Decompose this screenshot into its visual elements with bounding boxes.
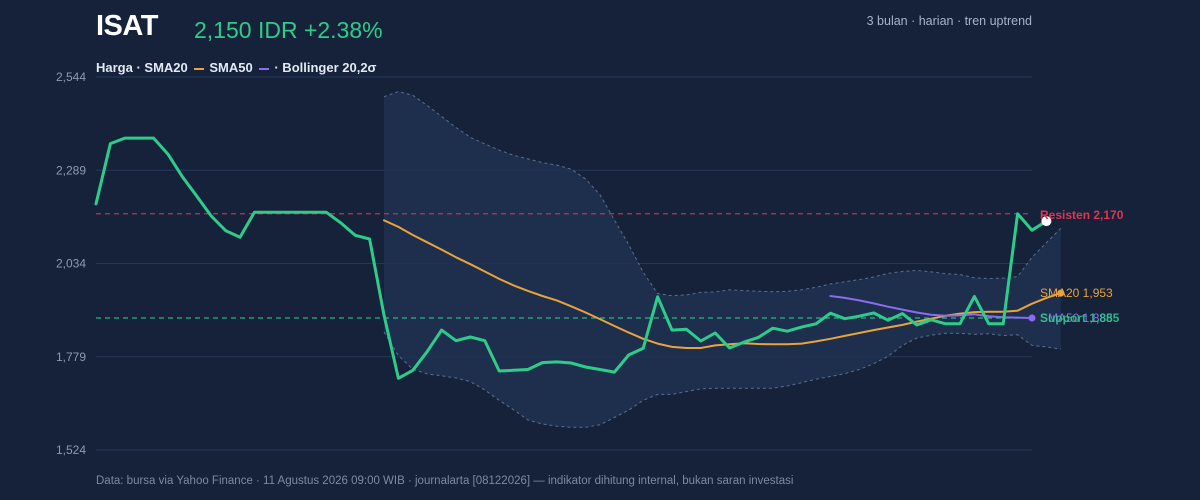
y-tick-label: 2,289 bbox=[56, 163, 86, 177]
legend-sma50: SMA50 bbox=[209, 60, 253, 75]
support-label: Support 1,885 bbox=[1040, 311, 1120, 325]
y-tick-label: 2,034 bbox=[56, 257, 86, 271]
price-end-marker bbox=[1041, 216, 1052, 227]
series-harga-line bbox=[94, 136, 1048, 380]
legend-bollinger: · Bollinger 20,2σ bbox=[274, 60, 377, 75]
sma20-end-marker bbox=[1057, 289, 1065, 297]
resistance-label: Resisten 2,170 bbox=[1040, 208, 1124, 222]
price-change: 2,150 IDR +2.38% bbox=[194, 17, 383, 43]
chart-meta: 3 bulan · harian · tren uptrend bbox=[866, 14, 1032, 28]
bollinger-band-area bbox=[384, 91, 1061, 428]
y-tick-label: 2,544 bbox=[56, 70, 86, 84]
chart-legend: Harga · SMA20 SMA50 · Bollinger 20,2σ bbox=[96, 60, 376, 75]
sma50-end-label: SMA50 1,885 bbox=[1040, 311, 1113, 325]
sma50-end-marker bbox=[1028, 314, 1036, 322]
sma20-end-label: SMA20 1,953 bbox=[1040, 286, 1113, 300]
bollinger-lower-line bbox=[383, 331, 1061, 428]
bollinger-upper-line bbox=[383, 91, 1062, 297]
legend-bollinger-swatch bbox=[259, 67, 270, 70]
lines-layer bbox=[94, 136, 1062, 380]
bollinger-layer bbox=[383, 91, 1062, 428]
series-sma50-line bbox=[829, 295, 1033, 319]
y-tick-label: 1,524 bbox=[56, 443, 86, 457]
y-tick-label: 1,779 bbox=[56, 350, 86, 364]
legend-price-sma20: Harga · SMA20 bbox=[96, 60, 188, 75]
labels-layer: Resisten 2,170 SMA20 1,953 SMA50 1,885Supp… bbox=[1028, 208, 1124, 325]
data-source-footer: Data: bursa via Yahoo Finance · 11 Agust… bbox=[96, 475, 794, 487]
legend-sma50-swatch bbox=[194, 67, 205, 70]
ticker-symbol: ISAT bbox=[96, 10, 158, 42]
